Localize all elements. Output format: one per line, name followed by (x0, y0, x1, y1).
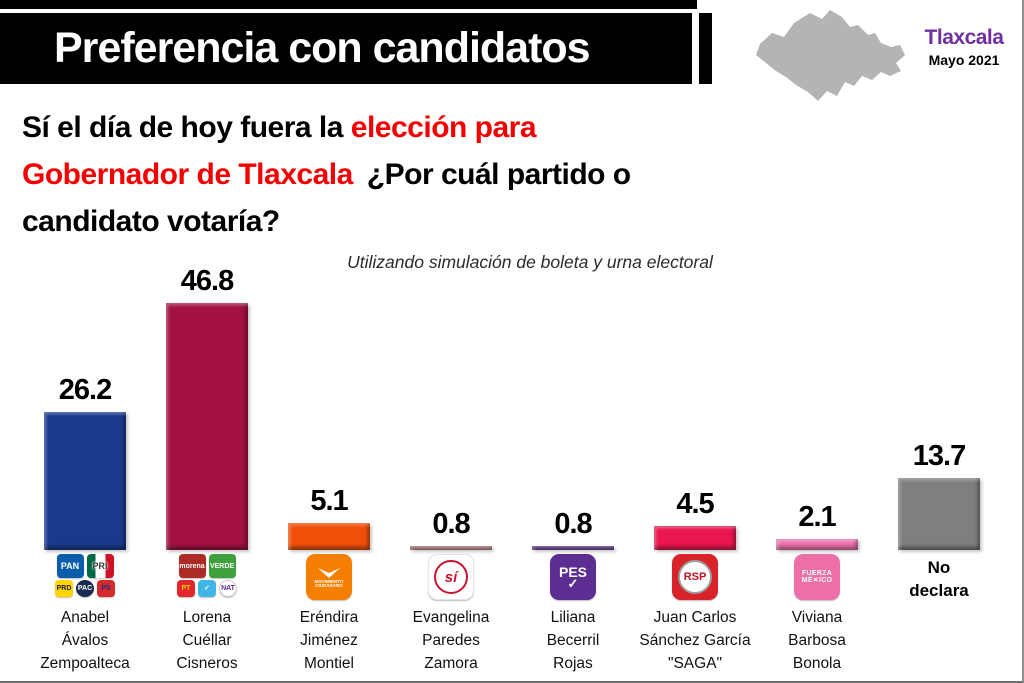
candidate-name: Liliana Becerril Rojas (546, 609, 600, 672)
question-line-3: candidato votaría? (22, 205, 280, 238)
bar-liliana-becerril (532, 546, 614, 550)
bar-value-label: 0.8 (432, 508, 470, 540)
candidate-name: Evangelina Paredes Zamora (412, 609, 490, 672)
bar-value-label: 5.1 (310, 485, 348, 517)
region-name: Tlaxcala (924, 26, 1004, 49)
rsp-party-logo: RSP (672, 554, 718, 600)
bar-value-label: 46.8 (180, 265, 234, 297)
page-title: Preferencia con candidatos (54, 24, 591, 72)
map-shape (756, 10, 905, 101)
candidate-name: Anabel Ávalos Zempoalteca (40, 609, 130, 672)
eagle-icon (318, 567, 340, 578)
pan-party-logo: PAN (56, 554, 84, 578)
chart-column-erendira-jimenez: 5.1 MOVIMIENTO CIUDADANO Eréndira Jiméne… (268, 258, 390, 675)
bar-value-label: 13.7 (912, 440, 966, 472)
bar-lorena-cuellar (166, 303, 248, 550)
chart-column-no-declara: 13.7 No declara (878, 258, 1000, 675)
pac-party-logo: PAC (76, 580, 94, 597)
header-bar: Preferencia con candidatos (0, 13, 692, 84)
question-highlight-1: elección para (350, 111, 537, 144)
bar-erendira-jimenez (288, 523, 370, 550)
chart-column-liliana-becerril: 0.8 PES ✓ Liliana Becerril Rojas (512, 258, 634, 675)
bar-viviana-barbosa (776, 539, 858, 550)
chart-column-juan-carlos-sanchez: 4.5 RSP Juan Carlos Sánchez García "SAGA… (634, 258, 756, 675)
region-label: Tlaxcala Mayo 2021 (912, 26, 1016, 68)
tlaxcala-state-map (748, 4, 920, 106)
no-declara-label: No declara (909, 558, 969, 600)
encuentro-social-party-logo: ✓ (198, 580, 216, 597)
bar-anabel-avalos (44, 412, 126, 550)
si-party-logo: sí (428, 554, 474, 600)
bar-juan-carlos-sanchez (654, 526, 736, 550)
bar-no-declara (898, 478, 980, 550)
chart-column-evangelina-paredes: 0.8 sí Evangelina Paredes Zamora (390, 258, 512, 675)
morena-party-logo: morena (178, 554, 206, 578)
bar-chart: 26.2 PAN PRI PRD PAC PS Anabel (24, 258, 1000, 675)
candidate-name: Viviana Barbosa Bonola (788, 609, 846, 672)
movimiento-ciudadano-party-logo: MOVIMIENTO CIUDADANO (306, 554, 352, 600)
bar-value-label: 26.2 (58, 374, 112, 406)
chart-subtitle: Utilizando simulación de boleta y urna e… (347, 252, 713, 272)
candidate-name: Eréndira Jiménez Montiel (299, 609, 359, 672)
prd-party-logo: PRD (55, 580, 73, 597)
chart-column-viviana-barbosa: 2.1 FUERZA MÉ✕ICO Viviana Barbosa Bonola (756, 258, 878, 675)
chart-column-lorena-cuellar: 46.8 morena VERDE PT ✓ NAT Lorena (146, 258, 268, 675)
question-line-1: Sí el día de hoy fuera la elección para (22, 111, 537, 144)
candidate-name: Juan Carlos Sánchez García "SAGA" (639, 609, 751, 672)
chart-column-anabel-avalos: 26.2 PAN PRI PRD PAC PS Anabel (24, 258, 146, 675)
bar-evangelina-paredes (410, 546, 492, 550)
region-date: Mayo 2021 (928, 52, 1000, 68)
nueva-alianza-party-logo: NAT (219, 580, 237, 597)
bar-value-label: 2.1 (798, 501, 836, 533)
check-icon: ✓ (567, 575, 579, 591)
bar-value-label: 4.5 (676, 488, 714, 520)
pri-party-logo: PRI (86, 554, 114, 578)
bar-value-label: 0.8 (554, 508, 592, 540)
top-black-strip (0, 0, 697, 9)
question-line-2: Gobernador de Tlaxcala ¿Por cuál partido … (22, 158, 631, 191)
pt-party-logo: PT (177, 580, 195, 597)
ps-party-logo: PS (97, 580, 115, 597)
survey-question: Sí el día de hoy fuera la elección para … (22, 104, 742, 245)
pes-party-logo: PES ✓ (550, 554, 596, 600)
verde-party-logo: VERDE (208, 554, 236, 578)
header-accent-stripe (699, 13, 712, 84)
fuerza-mexico-party-logo: FUERZA MÉ✕ICO (794, 554, 840, 600)
candidate-name: Lorena Cuéllar Cisneros (176, 609, 238, 672)
question-highlight-2: Gobernador de Tlaxcala (22, 158, 353, 191)
